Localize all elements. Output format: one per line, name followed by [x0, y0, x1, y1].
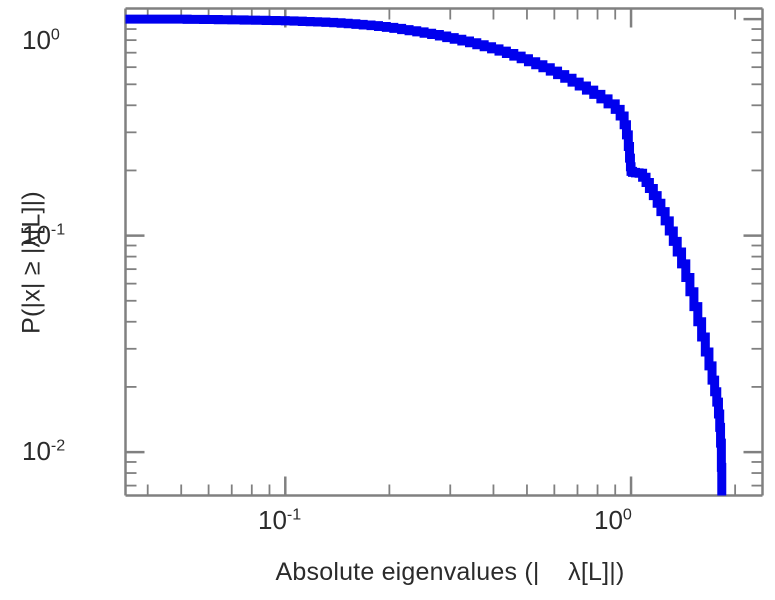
y-axis-label: P(|x| ≥ |λ[L]|): [17, 191, 46, 334]
axis-ticks: [125, 8, 763, 496]
x-axis-label: Absolute eigenvalues (| λ[L]|): [275, 558, 625, 586]
x-axis-label-wrapper: Absolute eigenvalues (| λ[L]|): [140, 558, 760, 587]
y-tick-label-1e-1: 10-1: [22, 220, 66, 250]
y-axis-label-wrapper: P(|x| ≥ |λ[L]|): [18, 113, 47, 413]
y-tick-label-1e0: 100: [22, 25, 60, 55]
plot-frame: [124, 7, 764, 497]
data-series-line: [125, 14, 727, 496]
data-series-group: [125, 14, 727, 496]
x-tick-label-1e-1: 10-1: [258, 505, 302, 535]
x-tick-label-1e0: 100: [594, 505, 632, 535]
y-tick-label-1e-2: 10-2: [22, 436, 66, 466]
